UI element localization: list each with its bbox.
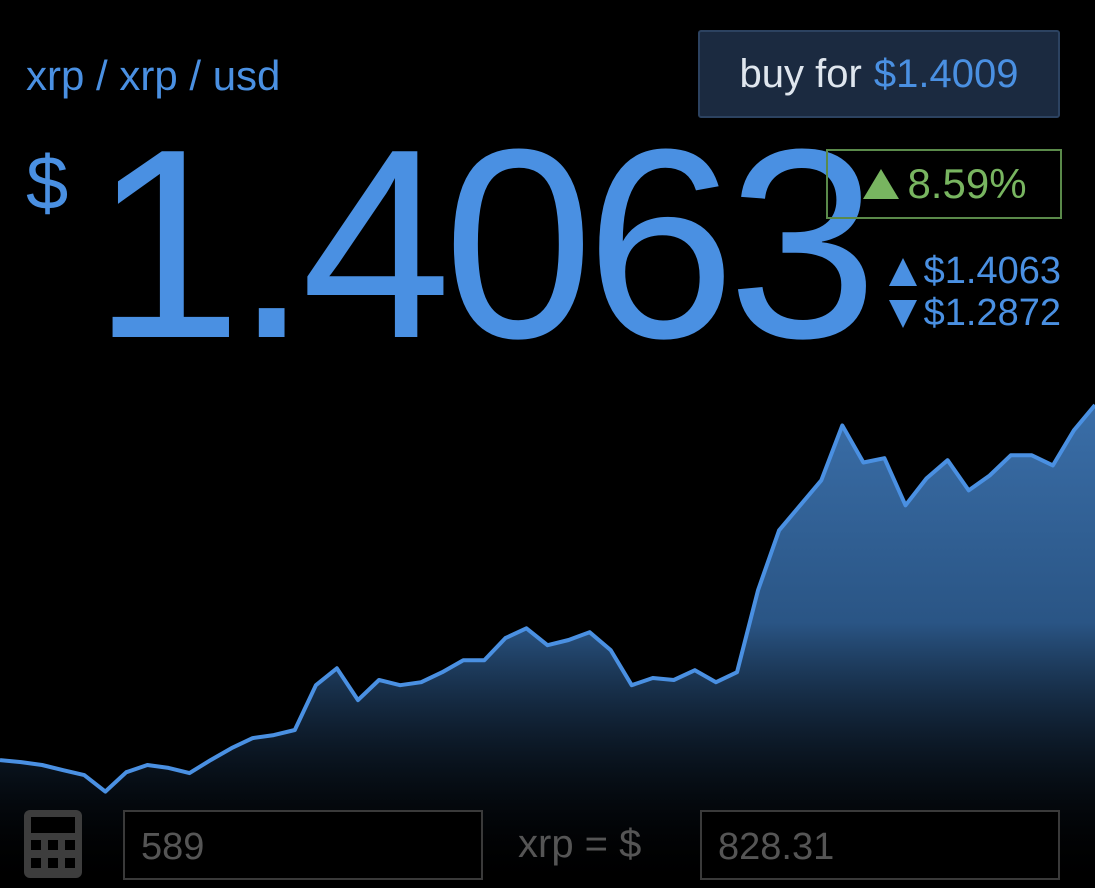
day-low: $1.2872 — [888, 292, 1061, 335]
pair-label: xrp / xrp / usd — [26, 52, 281, 99]
calculator-icon[interactable] — [22, 808, 84, 880]
price: 1.4063 — [92, 94, 878, 395]
currency-symbol: $ — [26, 141, 69, 226]
buy-price: $1.4009 — [873, 51, 1019, 96]
amount: 589 — [141, 826, 205, 868]
up-arrow — [863, 169, 900, 199]
price-line — [0, 403, 1095, 794]
amount-input[interactable]: 589 — [123, 810, 483, 880]
unit-label: xrp = $ — [518, 822, 642, 866]
buy-label: buy for — [739, 51, 862, 96]
down-arrow — [888, 299, 917, 328]
day-high: $1.4063 — [888, 250, 1061, 293]
up-arrow — [888, 257, 917, 286]
change-badge: 8.59% — [826, 149, 1062, 219]
high-value: $1.4063 — [923, 250, 1061, 292]
result: 828.31 — [718, 826, 835, 868]
buy-button[interactable]: buy for $1.4009 — [698, 30, 1060, 118]
low-value: $1.2872 — [923, 292, 1061, 334]
change-percent: 8.59% — [907, 160, 1027, 207]
result-input[interactable]: 828.31 — [700, 810, 1060, 880]
